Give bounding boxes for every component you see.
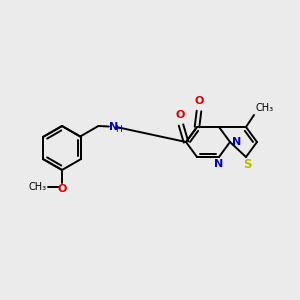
Text: N: N bbox=[214, 159, 224, 169]
Text: O: O bbox=[175, 110, 185, 120]
Text: S: S bbox=[243, 158, 251, 171]
Text: O: O bbox=[194, 96, 204, 106]
Text: CH₃: CH₃ bbox=[29, 182, 47, 192]
Text: O: O bbox=[57, 184, 67, 194]
Text: CH₃: CH₃ bbox=[255, 103, 273, 113]
Text: N: N bbox=[110, 122, 118, 132]
Text: H: H bbox=[115, 124, 122, 134]
Text: N: N bbox=[232, 137, 241, 147]
